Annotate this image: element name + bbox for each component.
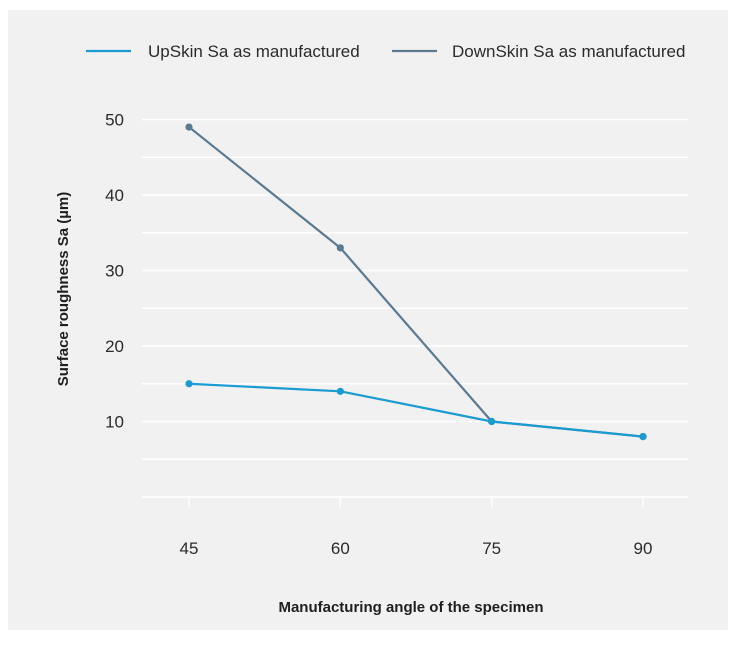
x-ticks: 45 60 75 90 — [180, 497, 653, 558]
data-point — [185, 123, 193, 131]
x-tick-label: 45 — [180, 539, 199, 558]
series-line-0 — [188, 382, 644, 438]
legend-label: UpSkin Sa as manufactured — [148, 42, 360, 61]
legend: UpSkin Sa as manufactured DownSkin Sa as … — [86, 42, 685, 61]
data-point — [639, 433, 647, 441]
series-lines — [185, 123, 647, 441]
legend-label: DownSkin Sa as manufactured — [452, 42, 685, 61]
data-point — [336, 387, 344, 395]
data-point — [185, 380, 193, 388]
y-tick-label: 30 — [105, 262, 124, 281]
x-tick-label: 90 — [634, 539, 653, 558]
x-axis-title: Manufacturing angle of the specimen — [278, 599, 543, 616]
y-tick-label: 50 — [105, 111, 124, 130]
series-line-1 — [188, 126, 644, 438]
y-tick-label: 40 — [105, 186, 124, 205]
x-tick-label: 75 — [482, 539, 501, 558]
y-tick-label: 20 — [105, 337, 124, 356]
x-tick-label: 60 — [331, 539, 350, 558]
chart-panel — [8, 10, 728, 630]
y-tick-label: 10 — [105, 413, 124, 432]
data-point — [488, 417, 496, 426]
y-tick-labels: 10 20 30 40 50 — [105, 111, 124, 432]
gridlines — [142, 118, 688, 498]
data-point — [336, 244, 344, 252]
y-axis-title: Surface roughness Sa (µm) — [55, 192, 72, 387]
